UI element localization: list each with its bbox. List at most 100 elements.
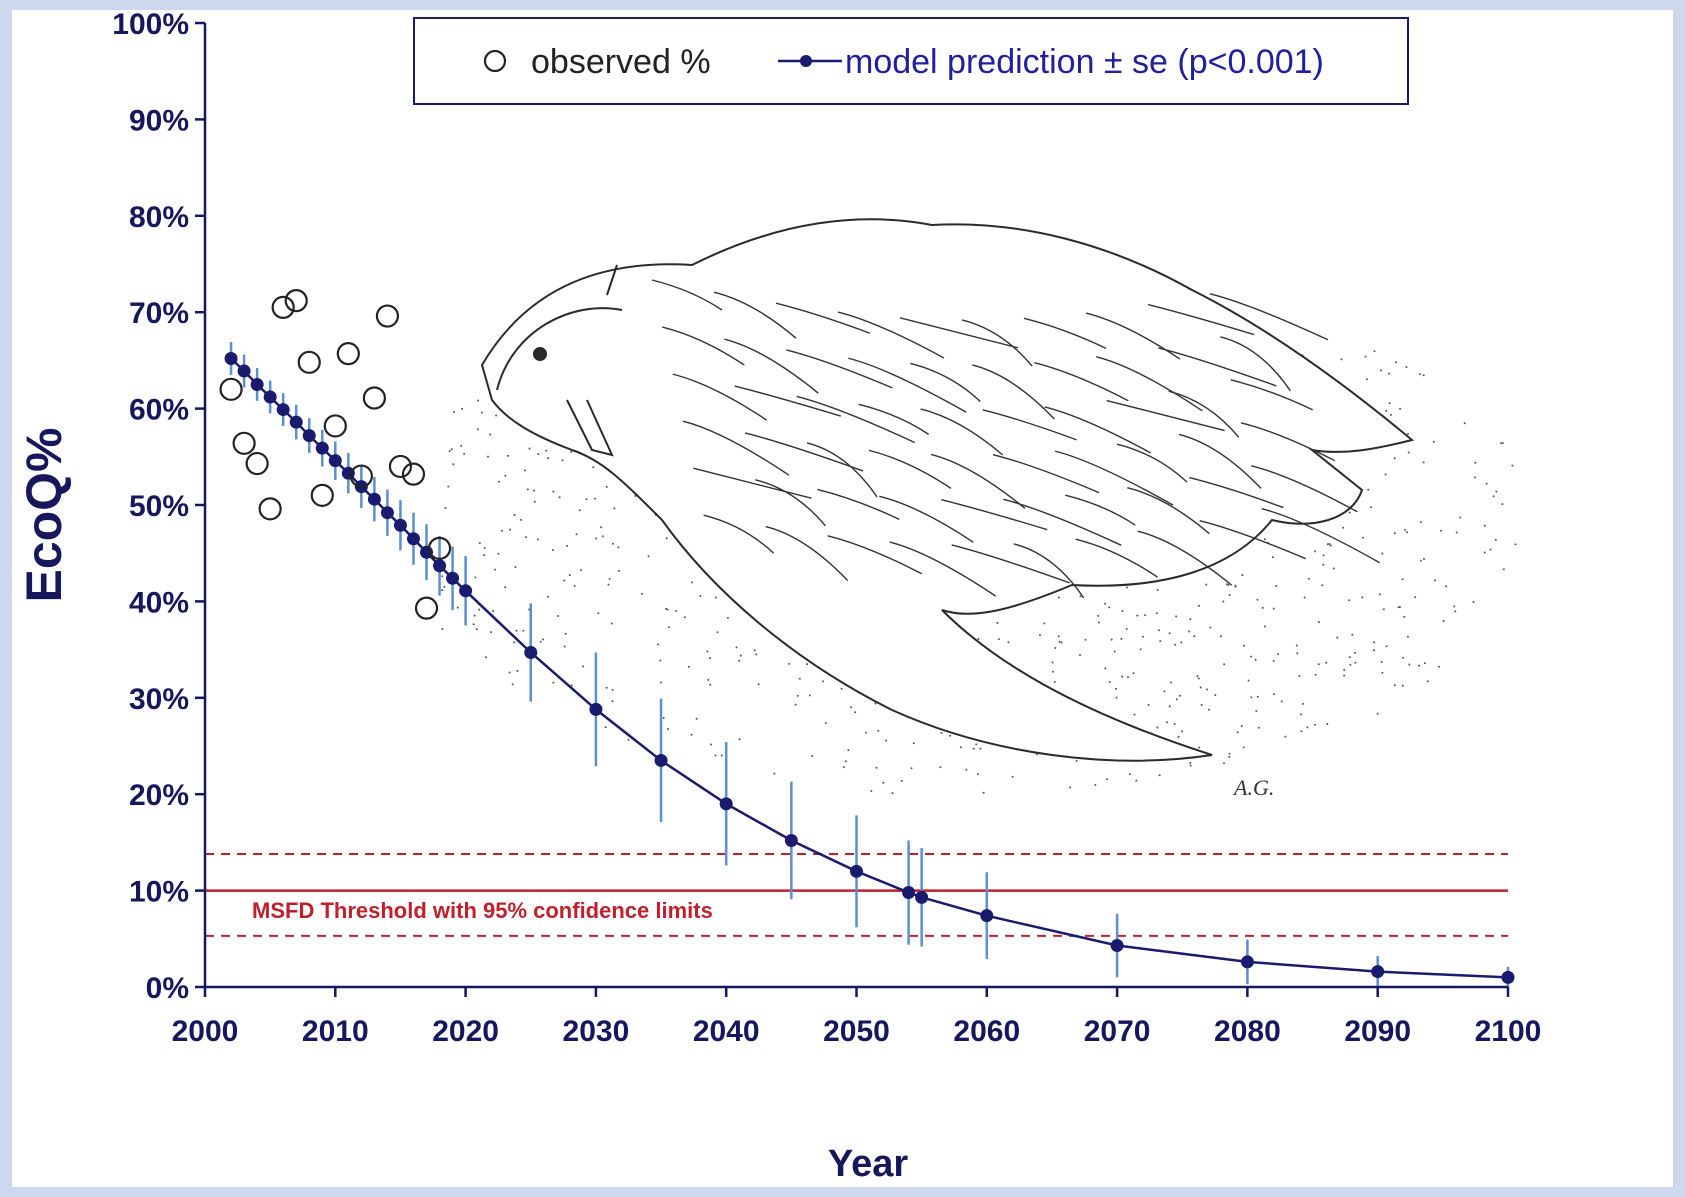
legend-model-label: model prediction ± se (p<0.001) bbox=[845, 43, 1324, 81]
feather-stroke bbox=[775, 302, 871, 334]
feather-stroke bbox=[1116, 443, 1188, 483]
stipple-dot bbox=[739, 654, 742, 657]
stipple-dot bbox=[1407, 451, 1410, 454]
stipple-dot bbox=[1362, 536, 1364, 539]
stipple-dot bbox=[1108, 681, 1111, 683]
stipple-dot bbox=[1404, 528, 1406, 531]
feather-stroke bbox=[672, 373, 768, 421]
stipple-dot bbox=[542, 638, 544, 641]
stipple-dot bbox=[1385, 645, 1388, 648]
model-point bbox=[524, 645, 538, 659]
feather-stroke bbox=[1158, 347, 1277, 387]
stipple-dot bbox=[547, 595, 549, 598]
stipple-dot bbox=[608, 577, 611, 580]
stipple-dot bbox=[552, 549, 554, 552]
stipple-dot bbox=[1120, 637, 1123, 640]
stipple-dot bbox=[461, 407, 464, 410]
stipple-dot bbox=[495, 414, 498, 417]
stipple-dot bbox=[601, 535, 604, 538]
stipple-dot bbox=[1175, 698, 1178, 701]
stipple-dot bbox=[524, 536, 527, 539]
stipple-dot bbox=[1408, 663, 1411, 666]
stipple-dot bbox=[1321, 584, 1324, 587]
stipple-dot bbox=[611, 688, 614, 691]
stipple-dot bbox=[1423, 662, 1426, 665]
stipple-dot bbox=[979, 747, 982, 750]
observed-point bbox=[388, 454, 413, 479]
stipple-dot bbox=[1382, 608, 1385, 611]
stipple-dot bbox=[1472, 601, 1475, 603]
stipple-dot bbox=[604, 726, 607, 729]
stipple-dot bbox=[1079, 595, 1082, 598]
stipple-dot bbox=[710, 743, 712, 746]
model-point bbox=[459, 584, 473, 598]
stipple-dot bbox=[1463, 422, 1466, 425]
stipple-dot bbox=[1011, 775, 1014, 778]
stipple-dot bbox=[460, 444, 463, 447]
stipple-dot bbox=[509, 528, 511, 531]
stipple-dot bbox=[522, 629, 525, 632]
stipple-dot bbox=[965, 768, 968, 771]
stipple-dot bbox=[514, 566, 517, 569]
feather-stroke bbox=[941, 499, 1048, 531]
stipple-dot bbox=[552, 490, 555, 493]
stipple-dot bbox=[874, 702, 877, 705]
stipple-dot bbox=[494, 568, 496, 571]
stipple-dot bbox=[1414, 596, 1417, 599]
observed-point bbox=[349, 464, 373, 488]
feather-stroke bbox=[682, 420, 790, 476]
stipple-dot bbox=[806, 663, 808, 666]
stipple-dot bbox=[1189, 764, 1192, 767]
stipple-dot bbox=[1223, 762, 1225, 765]
stipple-dot bbox=[1380, 369, 1382, 372]
stipple-dot bbox=[1173, 723, 1176, 725]
observed-point bbox=[310, 483, 334, 507]
stipple-dot bbox=[483, 554, 486, 557]
x-tick-label: 2020 bbox=[432, 1015, 499, 1048]
feather-stroke bbox=[1168, 390, 1240, 438]
stipple-dot bbox=[558, 496, 561, 499]
model-point bbox=[1110, 939, 1124, 953]
feather-stroke bbox=[1189, 476, 1284, 509]
feather-stroke bbox=[1230, 379, 1313, 411]
model-point bbox=[1240, 955, 1254, 969]
stipple-dot bbox=[612, 542, 614, 545]
model-point bbox=[315, 441, 329, 455]
stipple-dot bbox=[1492, 495, 1495, 498]
stipple-dot bbox=[1401, 684, 1404, 687]
stipple-dot bbox=[1234, 584, 1237, 587]
y-tick-label: 20% bbox=[129, 779, 189, 812]
stipple-dot bbox=[448, 450, 451, 453]
stipple-dot bbox=[1228, 594, 1231, 596]
x-tick-label: 2080 bbox=[1214, 1015, 1281, 1048]
stipple-dot bbox=[484, 656, 487, 659]
stipple-dot bbox=[1271, 556, 1274, 559]
model-point bbox=[433, 559, 447, 573]
model-point bbox=[302, 429, 316, 443]
stipple-dot bbox=[1502, 568, 1505, 571]
stipple-dot bbox=[1419, 521, 1422, 524]
bird-body bbox=[480, 218, 1415, 762]
axes bbox=[195, 21, 1510, 997]
stipple-dot bbox=[1199, 686, 1202, 689]
stipple-dot bbox=[1511, 464, 1514, 467]
stipple-dot bbox=[1459, 516, 1462, 519]
stipple-dot bbox=[1188, 630, 1191, 633]
y-tick-label: 80% bbox=[129, 201, 189, 234]
stipple-dot bbox=[452, 411, 455, 413]
stipple-dot bbox=[1200, 704, 1203, 706]
stipple-dot bbox=[1343, 674, 1346, 677]
model-point bbox=[380, 506, 394, 520]
stipple-dot bbox=[1225, 583, 1228, 586]
stipple-dot bbox=[617, 569, 620, 572]
stipple-dot bbox=[1181, 730, 1183, 733]
stipple-dot bbox=[1057, 635, 1060, 638]
stipple-dot bbox=[811, 755, 814, 757]
stipple-dot bbox=[1445, 585, 1448, 588]
feather-stroke bbox=[806, 442, 878, 498]
model-point bbox=[276, 403, 290, 417]
stipple-dot bbox=[1263, 538, 1266, 541]
stipple-dot bbox=[547, 457, 550, 460]
stipple-dot bbox=[1364, 355, 1367, 358]
feather-stroke bbox=[951, 544, 1070, 584]
